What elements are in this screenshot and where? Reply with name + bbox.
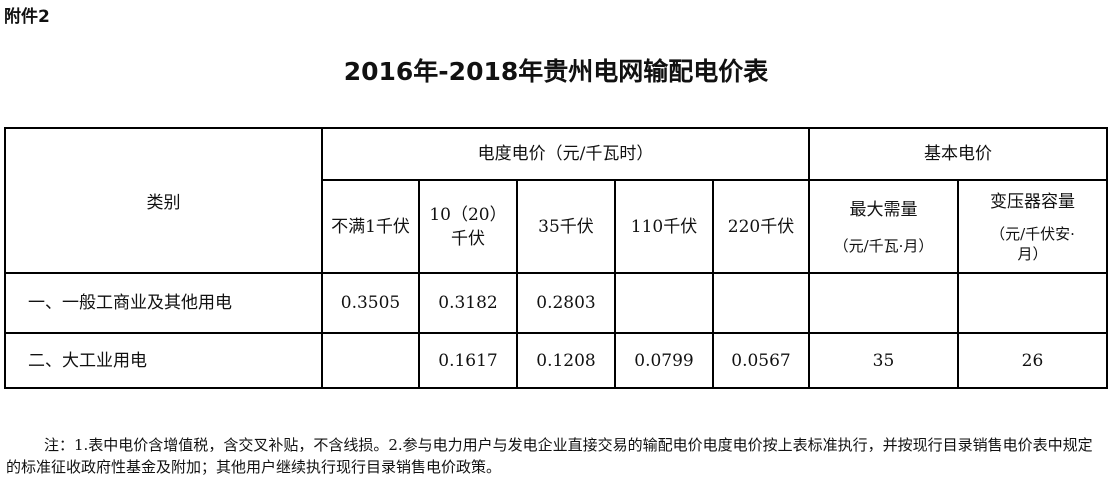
table-cell: 0.3505 — [321, 272, 420, 334]
table-cell: 0.2803 — [516, 272, 616, 334]
table-cell: 0.1617 — [418, 332, 518, 389]
max-demand-label: 最大需量 — [849, 199, 918, 220]
transformer-capacity-label: 变压器容量 — [990, 191, 1075, 212]
table-row: 二、大工业用电 0.1617 0.1208 0.0799 0.0567 35 2… — [4, 332, 1108, 389]
voltage-column-header: 35千伏 — [516, 179, 616, 274]
max-demand-unit: （元/千瓦·月） — [833, 236, 934, 255]
table-cell: 0.0799 — [614, 332, 714, 389]
table-cell: 35 — [808, 332, 959, 389]
table-cell: 0.1208 — [516, 332, 616, 389]
page-title: 2016年-2018年贵州电网输配电价表 — [343, 57, 769, 86]
price-table: 类别 电度电价（元/千瓦时） 基本电价 不满1千伏 10（20）千伏 35千伏 … — [4, 127, 1108, 389]
row-category: 一、一般工商业及其他用电 — [4, 272, 323, 334]
table-cell — [957, 272, 1108, 334]
table-row: 一、一般工商业及其他用电 0.3505 0.3182 0.2803 — [4, 272, 1108, 334]
energy-price-header: 电度电价（元/千瓦时） — [321, 127, 810, 181]
row-category: 二、大工业用电 — [4, 332, 323, 389]
table-cell — [614, 272, 714, 334]
voltage-column-header: 220千伏 — [712, 179, 810, 274]
table-cell — [321, 332, 420, 389]
table-cell: 0.3182 — [418, 272, 518, 334]
basic-price-header: 基本电价 — [808, 127, 1108, 181]
table-cell: 26 — [957, 332, 1108, 389]
transformer-capacity-header: 变压器容量 （元/千伏安·月） — [957, 179, 1108, 274]
voltage-column-header: 10（20）千伏 — [418, 179, 518, 274]
table-cell — [712, 272, 810, 334]
max-demand-header: 最大需量 （元/千瓦·月） — [808, 179, 959, 274]
table-cell — [808, 272, 959, 334]
footnote: 注：1.表中电价含增值税，含交叉补贴，不含线损。2.参与电力用户与发电企业直接交… — [6, 436, 1093, 476]
table-cell: 0.0567 — [712, 332, 810, 389]
voltage-column-header: 110千伏 — [614, 179, 714, 274]
voltage-column-header: 不满1千伏 — [321, 179, 420, 274]
transformer-capacity-unit: （元/千伏安·月） — [990, 224, 1075, 263]
category-header: 类别 — [4, 127, 323, 274]
attachment-label: 附件2 — [4, 7, 50, 27]
